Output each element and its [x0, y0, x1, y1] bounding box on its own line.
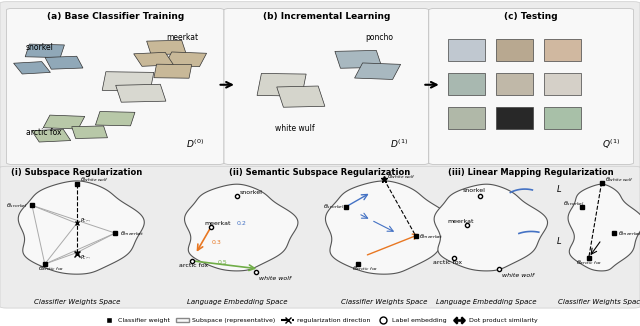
FancyBboxPatch shape	[448, 107, 485, 129]
FancyBboxPatch shape	[0, 2, 640, 168]
Text: (c) Testing: (c) Testing	[504, 12, 558, 21]
Text: $\theta_{snorkel}$: $\theta_{snorkel}$	[6, 201, 28, 210]
Text: white wolf: white wolf	[259, 276, 291, 281]
Text: (i) Subspace Regularization: (i) Subspace Regularization	[11, 168, 143, 177]
FancyBboxPatch shape	[6, 8, 224, 164]
Polygon shape	[355, 63, 401, 80]
Polygon shape	[116, 84, 166, 102]
Text: white wulf: white wulf	[275, 124, 315, 133]
Text: 0.2: 0.2	[237, 221, 246, 226]
Legend: Classifier weight, Subspace (representative), regularization direction, Label em: Classifier weight, Subspace (representat…	[102, 318, 538, 323]
Text: Classifier Weights Space: Classifier Weights Space	[341, 299, 427, 304]
Text: $\theta_{snorkel}$: $\theta_{snorkel}$	[563, 200, 585, 208]
Polygon shape	[276, 86, 325, 107]
FancyBboxPatch shape	[496, 39, 533, 61]
Text: 0.3: 0.3	[211, 241, 221, 245]
Text: arctic fox: arctic fox	[433, 260, 463, 265]
Text: snorkel: snorkel	[26, 43, 54, 52]
Text: L: L	[557, 238, 561, 246]
FancyBboxPatch shape	[544, 39, 581, 61]
FancyBboxPatch shape	[448, 73, 485, 95]
Text: Classifier Weights Space: Classifier Weights Space	[559, 299, 640, 304]
Text: $\theta_{arctic\ fox}$: $\theta_{arctic\ fox}$	[38, 265, 65, 274]
Polygon shape	[31, 129, 71, 142]
Text: $\theta_{white\ wolf}$: $\theta_{white\ wolf}$	[80, 175, 109, 184]
Text: $\theta_{white\ wolf}$: $\theta_{white\ wolf}$	[605, 175, 634, 184]
Polygon shape	[326, 181, 451, 274]
Text: $\theta_{arctic\ fox}$: $\theta_{arctic\ fox}$	[576, 258, 602, 267]
Polygon shape	[134, 52, 173, 66]
FancyBboxPatch shape	[429, 8, 634, 164]
Text: (iii) Linear Mapping Regularization: (iii) Linear Mapping Regularization	[449, 168, 614, 177]
Polygon shape	[147, 40, 186, 55]
Text: $\theta_{white\ wolf}$: $\theta_{white\ wolf}$	[387, 172, 416, 181]
FancyBboxPatch shape	[448, 39, 485, 61]
Text: $\theta_{meerkat}$: $\theta_{meerkat}$	[618, 229, 640, 238]
FancyBboxPatch shape	[544, 107, 581, 129]
Text: $\theta_{arctic\ fox}$: $\theta_{arctic\ fox}$	[352, 265, 378, 274]
Text: 0.5: 0.5	[218, 260, 227, 265]
Text: poncho: poncho	[365, 33, 393, 42]
Text: arctic fox: arctic fox	[26, 128, 61, 137]
Text: snorkel: snorkel	[240, 190, 263, 195]
Polygon shape	[13, 62, 51, 74]
Polygon shape	[434, 184, 548, 271]
Polygon shape	[45, 56, 83, 69]
FancyBboxPatch shape	[496, 107, 533, 129]
Text: meerkat: meerkat	[166, 33, 198, 42]
Text: Language Embedding Space: Language Embedding Space	[186, 299, 287, 304]
Polygon shape	[335, 51, 382, 68]
Polygon shape	[72, 126, 108, 139]
Polygon shape	[95, 111, 135, 126]
Polygon shape	[257, 73, 306, 96]
Text: $D^{(0)}$: $D^{(0)}$	[186, 138, 204, 150]
Text: snorkel: snorkel	[462, 188, 485, 193]
FancyBboxPatch shape	[544, 73, 581, 95]
FancyBboxPatch shape	[496, 73, 533, 95]
Text: (b) Incremental Learning: (b) Incremental Learning	[262, 12, 390, 21]
Polygon shape	[184, 184, 298, 271]
Text: (ii) Semantic Subspace Regularization: (ii) Semantic Subspace Regularization	[229, 168, 411, 177]
Polygon shape	[154, 64, 192, 78]
FancyBboxPatch shape	[224, 8, 429, 164]
FancyBboxPatch shape	[0, 166, 640, 308]
Text: $Q^{(1)}$: $Q^{(1)}$	[602, 137, 620, 151]
Text: $P_{C^{(0)}}$: $P_{C^{(0)}}$	[80, 253, 91, 262]
Text: meerkat: meerkat	[447, 219, 474, 224]
Text: (a) Base Classifier Training: (a) Base Classifier Training	[47, 12, 184, 21]
Text: $\theta_{snorkel}$: $\theta_{snorkel}$	[323, 202, 345, 212]
Text: $P_{C^{(0)}}$: $P_{C^{(0)}}$	[80, 216, 91, 225]
Text: white wolf: white wolf	[502, 273, 534, 278]
Text: $\theta_{meerkat}$: $\theta_{meerkat}$	[419, 232, 444, 241]
Polygon shape	[102, 72, 154, 91]
Text: Language Embedding Space: Language Embedding Space	[436, 299, 537, 304]
Text: Classifier Weights Space: Classifier Weights Space	[34, 299, 120, 304]
Text: arctic fox: arctic fox	[179, 263, 209, 268]
Polygon shape	[25, 44, 65, 58]
Text: $\theta_{meerkat}$: $\theta_{meerkat}$	[120, 229, 145, 238]
Text: $D^{(1)}$: $D^{(1)}$	[390, 138, 408, 150]
Polygon shape	[44, 115, 84, 129]
Text: L: L	[557, 185, 561, 194]
Polygon shape	[164, 52, 207, 67]
Text: meerkat: meerkat	[205, 221, 231, 226]
Polygon shape	[568, 184, 640, 271]
Polygon shape	[19, 181, 144, 274]
